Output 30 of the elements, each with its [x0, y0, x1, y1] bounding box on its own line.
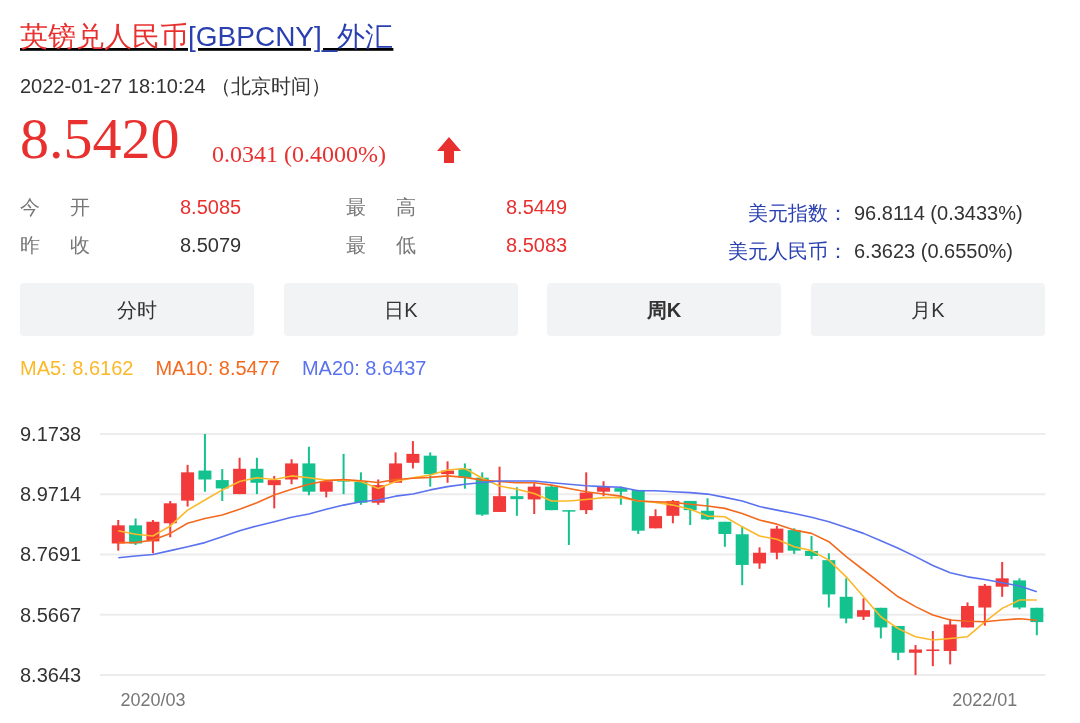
text: MA20: 8.6437	[301, 357, 427, 379]
text: 最 低	[346, 234, 428, 256]
x-tick-label: 2022/01	[952, 690, 1018, 710]
text: 8.5083	[506, 234, 568, 256]
y-tick-label: 8.9714	[20, 483, 82, 506]
chart-subtitle: 2022-01-27 18:10:24 （北京时间）	[20, 75, 332, 97]
text: 日K	[384, 299, 419, 321]
text: 0.0341 (0.4000%)	[212, 141, 386, 167]
text: 8.5420	[20, 106, 180, 171]
text: 最 高	[346, 196, 428, 218]
text: 8.5085	[180, 196, 242, 218]
text: 美元人民币：	[728, 240, 848, 262]
text: 美元指数：	[748, 202, 848, 224]
x-tick-label: 2020/03	[120, 690, 186, 710]
text: 6.3623 (0.6550%)	[854, 240, 1014, 262]
text: 昨 收	[20, 234, 102, 256]
title: 英镑兑人民币[GBPCNY]_外汇	[20, 21, 394, 52]
text: MA10: 8.5477	[155, 357, 280, 379]
text: 8.5449	[506, 196, 568, 218]
text: 96.8114 (0.3433%)	[854, 202, 1023, 224]
y-tick-label: 9.1738	[20, 423, 82, 445]
y-tick-label: 8.5667	[20, 603, 82, 626]
text: 周K	[645, 299, 682, 321]
text: 月K	[911, 299, 946, 321]
y-tick-label: 8.7691	[20, 543, 82, 566]
text: 8.5079	[180, 234, 242, 256]
text: 今 开	[20, 196, 102, 218]
text: MA5: 8.6162	[20, 357, 134, 379]
y-tick-label: 8.3643	[20, 664, 82, 686]
text: 分时	[117, 299, 157, 321]
